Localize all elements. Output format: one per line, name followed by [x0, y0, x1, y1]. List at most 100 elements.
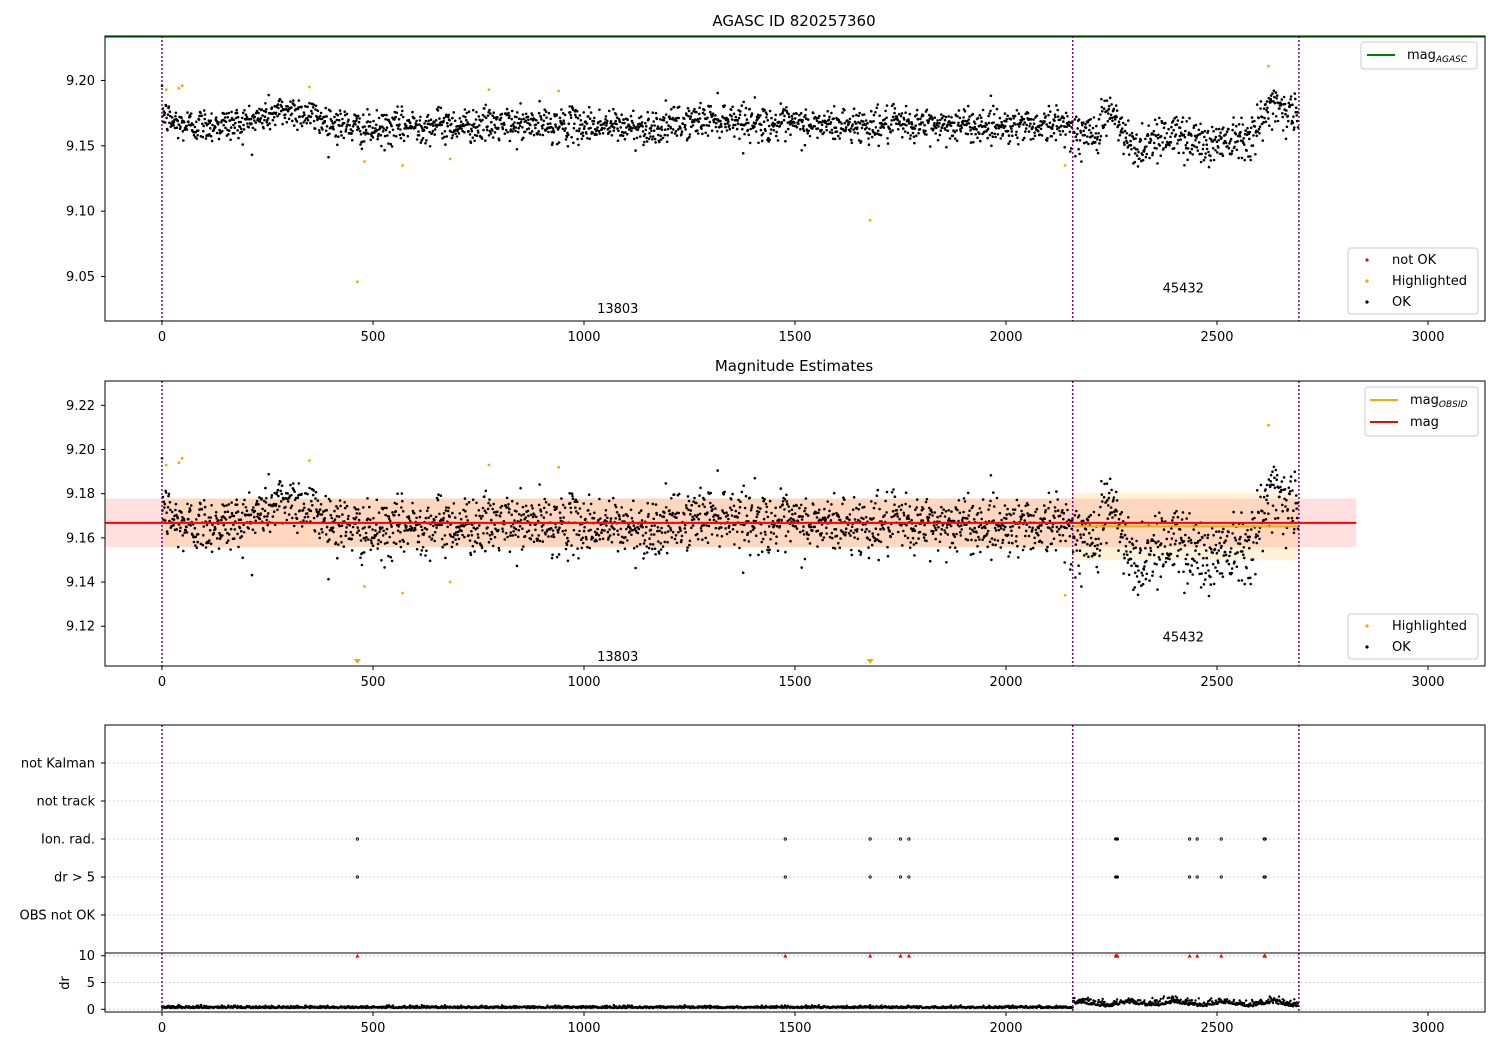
ok-point — [273, 491, 277, 495]
ok-point — [1102, 495, 1106, 499]
ok-point — [1183, 544, 1187, 547]
ok-point — [1099, 542, 1103, 546]
ok-point — [179, 125, 182, 128]
ok-point — [419, 115, 422, 119]
ok-point — [1179, 548, 1182, 551]
ok-point — [703, 498, 706, 501]
ok-point — [196, 540, 199, 544]
ok-point — [377, 116, 381, 120]
ok-point — [831, 536, 834, 540]
ok-point — [1062, 511, 1066, 515]
ok-point — [915, 108, 919, 112]
ok-point — [290, 493, 293, 497]
ok-point — [768, 138, 771, 142]
ok-point — [589, 528, 592, 532]
ok-point — [1043, 120, 1047, 123]
ok-point — [1250, 116, 1254, 119]
ok-point — [1249, 126, 1253, 130]
ok-point — [478, 524, 481, 527]
ok-point — [1235, 565, 1239, 568]
ok-point — [452, 502, 456, 505]
ok-point — [795, 126, 799, 129]
ok-point — [1222, 554, 1226, 557]
ok-point — [217, 137, 221, 141]
ok-point — [387, 515, 391, 518]
ok-point — [266, 515, 269, 518]
ok-point — [1020, 515, 1024, 518]
ok-point — [253, 531, 257, 535]
ok-point — [1252, 134, 1255, 137]
ok-point — [950, 115, 953, 119]
ok-point — [688, 543, 691, 547]
ok-point — [426, 113, 430, 117]
ok-point — [470, 530, 473, 533]
ok-point — [541, 133, 545, 137]
ok-point — [1028, 525, 1031, 529]
ok-point — [514, 126, 518, 129]
ok-point — [789, 133, 792, 136]
ok-point — [727, 120, 730, 123]
ok-point — [1050, 127, 1054, 131]
ok-point — [1199, 160, 1203, 164]
ok-point — [884, 122, 888, 126]
ok-point — [1125, 537, 1129, 540]
ok-point — [991, 135, 995, 138]
ok-point — [915, 134, 918, 138]
ok-point — [355, 117, 359, 120]
ok-point — [913, 127, 917, 130]
ok-point — [748, 496, 751, 500]
ok-point — [760, 133, 764, 137]
ok-point — [595, 539, 598, 543]
ok-point — [625, 527, 628, 531]
ok-point — [944, 531, 947, 535]
ok-point — [191, 533, 194, 537]
ok-point — [901, 544, 904, 547]
ok-point — [1053, 506, 1057, 509]
ok-point — [729, 108, 733, 112]
ok-point — [1023, 121, 1027, 124]
ok-point — [799, 503, 803, 507]
ok-point — [312, 119, 316, 123]
ok-point — [736, 516, 739, 519]
ok-point — [1238, 537, 1241, 541]
ok-point — [868, 530, 871, 533]
ok-point — [1063, 561, 1066, 564]
ok-point — [469, 553, 473, 557]
ok-point — [1030, 528, 1034, 532]
ok-point — [1029, 138, 1033, 141]
ok-point — [885, 116, 888, 119]
ok-point — [1195, 545, 1198, 548]
ok-point — [315, 508, 318, 511]
ok-point — [562, 516, 565, 519]
ok-point — [544, 110, 548, 113]
ok-point — [942, 508, 945, 511]
ok-point — [596, 527, 599, 531]
ok-point — [863, 113, 866, 116]
ok-point — [510, 499, 514, 503]
ok-point — [176, 516, 179, 520]
ok-point — [388, 517, 391, 521]
ok-point — [1160, 121, 1164, 124]
ok-point — [1256, 534, 1259, 537]
ok-point — [366, 108, 369, 111]
ok-point — [1064, 133, 1067, 136]
ok-point — [440, 537, 444, 541]
ok-point — [1274, 120, 1277, 123]
ok-point — [876, 129, 880, 133]
ok-point — [527, 514, 530, 518]
ok-point — [437, 493, 440, 496]
ok-point — [807, 533, 810, 537]
ok-point — [333, 115, 336, 119]
ok-point — [651, 502, 655, 506]
ok-point — [505, 496, 509, 500]
ok-point — [1168, 557, 1171, 561]
ok-point — [286, 492, 290, 495]
ok-point — [601, 537, 605, 541]
ok-point — [904, 502, 907, 506]
ok-point — [942, 114, 945, 118]
out-of-range-marker — [866, 659, 874, 664]
ok-point — [742, 484, 745, 488]
ok-point — [431, 122, 434, 125]
ok-point — [912, 527, 915, 531]
ok-point — [595, 128, 599, 132]
